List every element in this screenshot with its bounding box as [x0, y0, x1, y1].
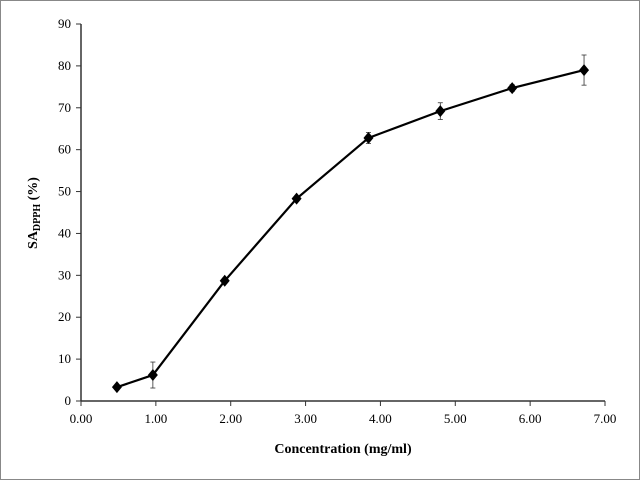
- y-tick-label: 10: [58, 351, 71, 366]
- data-point: [579, 64, 590, 77]
- y-tick-label: 20: [58, 309, 71, 324]
- y-tick-label: 50: [58, 184, 71, 199]
- tick-labels: 0.00 1.00 2.00 3.00 4.00 5.00 6.00 7.00 0 10 20 30 4…: [58, 16, 616, 426]
- x-tick-label: 5.00: [444, 411, 467, 426]
- axes: [76, 23, 606, 406]
- x-tick-label: 6.00: [519, 411, 542, 426]
- x-tick-label: 1.00: [144, 411, 167, 426]
- data-point: [435, 105, 446, 118]
- y-tick-label: 0: [65, 393, 72, 408]
- y-tick-label: 80: [58, 58, 71, 73]
- data-point: [363, 131, 374, 144]
- y-tick-label: 30: [58, 267, 71, 282]
- y-label-main: SA: [26, 230, 41, 249]
- data-point: [147, 369, 158, 382]
- y-label-suffix: (%): [26, 177, 41, 204]
- x-axis-label: Concentration (mg/ml): [274, 442, 412, 457]
- data-point: [291, 192, 302, 205]
- data-point: [111, 381, 122, 394]
- x-tick-label: 4.00: [369, 411, 392, 426]
- x-tick-label: 7.00: [594, 411, 617, 426]
- data-point: [219, 274, 230, 287]
- x-tick-label: 2.00: [219, 411, 242, 426]
- y-tick-label: 70: [58, 100, 71, 115]
- y-axis-label: SADPPH (%): [26, 177, 43, 249]
- y-tick-label: 40: [58, 225, 71, 240]
- x-tick-label: 3.00: [294, 411, 317, 426]
- series-line: [116, 69, 585, 389]
- y-tick-label: 90: [58, 16, 71, 31]
- y-tick-label: 60: [58, 142, 71, 157]
- y-label-sub: DPPH: [32, 204, 43, 231]
- series-marks: [111, 54, 590, 394]
- x-tick-label: 0.00: [70, 411, 93, 426]
- data-point: [507, 82, 518, 95]
